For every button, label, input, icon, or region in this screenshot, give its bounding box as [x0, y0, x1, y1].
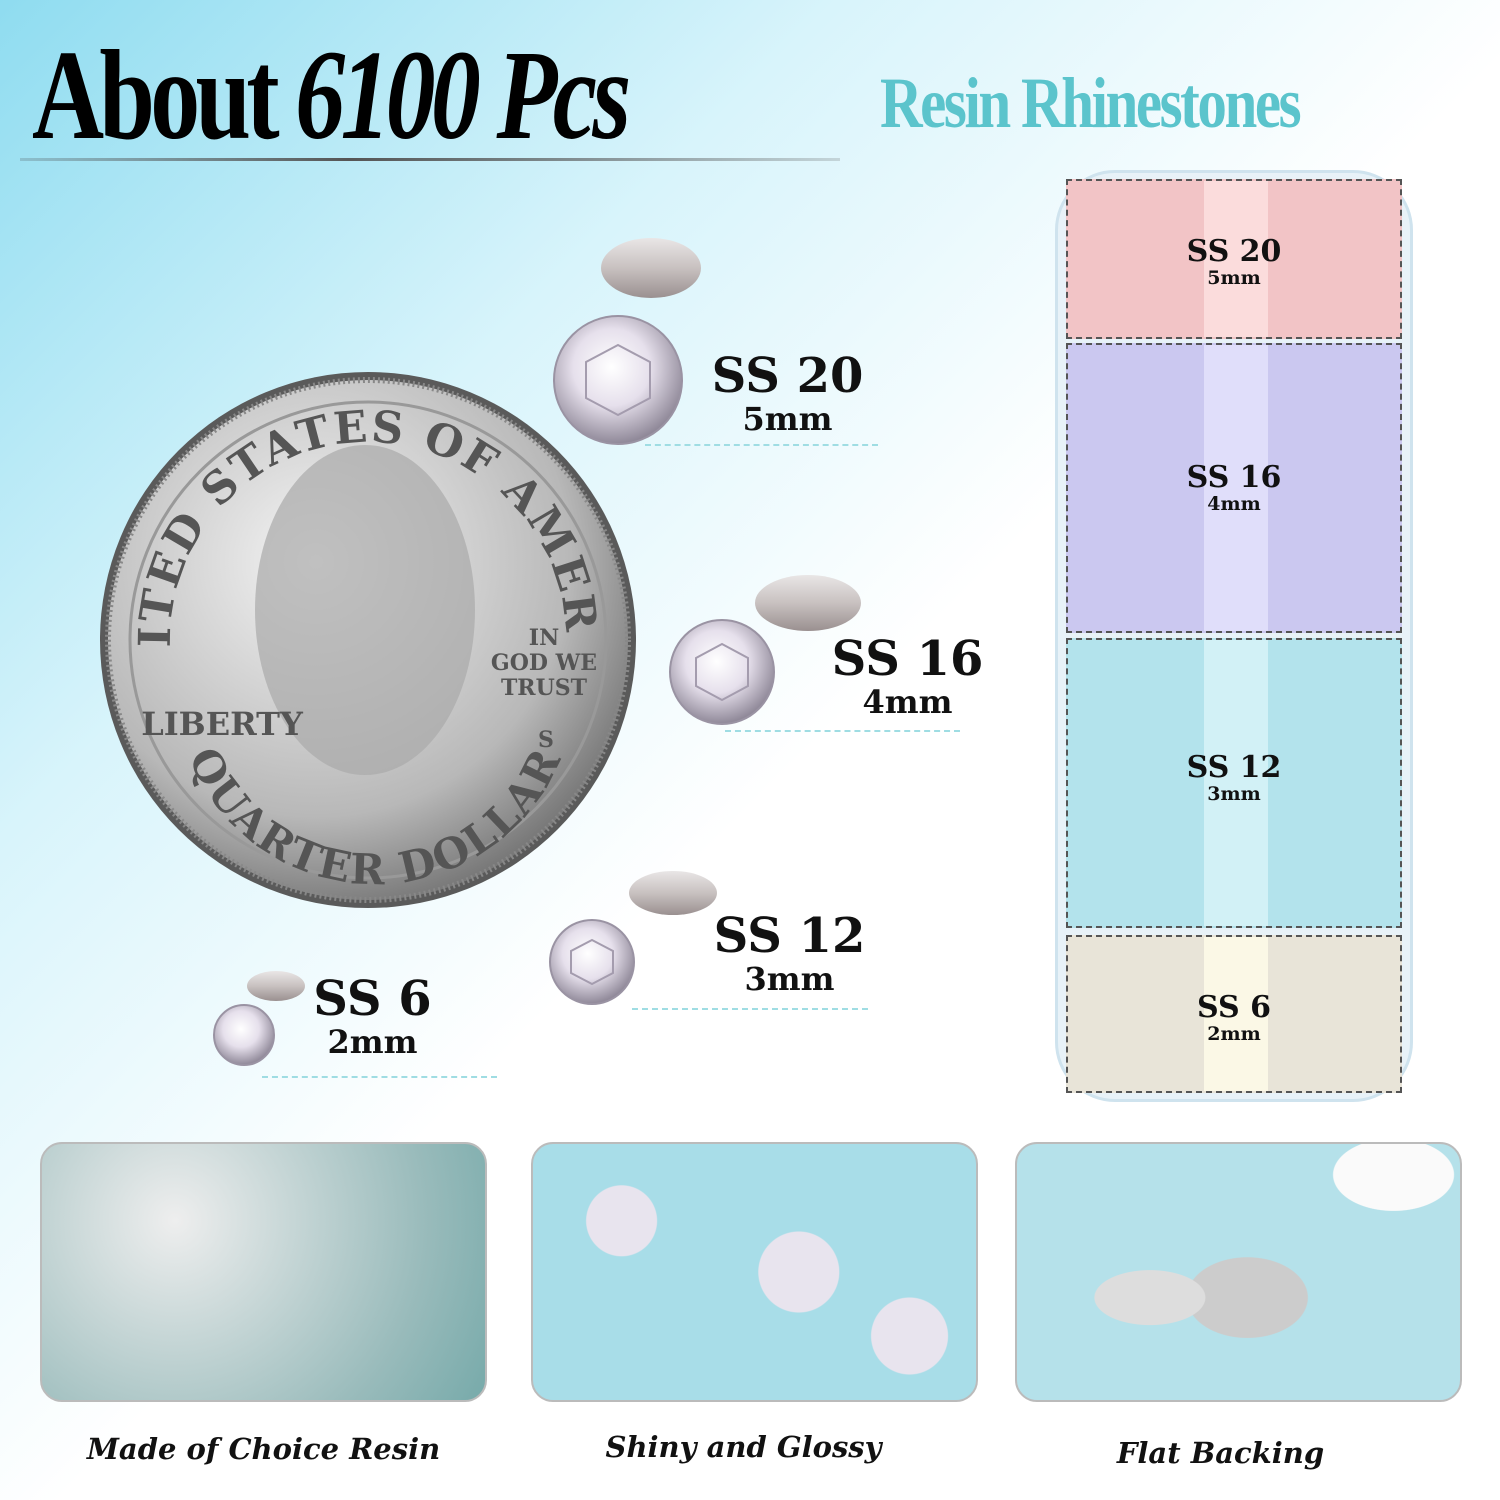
size-label-ss6: SS 6 2mm [313, 971, 432, 1061]
quarter-coin: UNITED STATES OF AMERICA QUARTER DOLLAR … [0, 0, 636, 908]
rhinestone-ss16 [669, 575, 861, 725]
compartment-label: SS 20 5mm [1186, 234, 1282, 289]
rhinestone-ss20 [553, 238, 701, 445]
storage-box: SS 20 5mm SS 16 4mm SS 12 3mm SS 6 2mm [1055, 170, 1413, 1102]
caption-flat-back: Flat Backing [1116, 1436, 1325, 1470]
compartment-label: SS 6 2mm [1197, 990, 1271, 1045]
page-title: About 6100 Pcs [32, 22, 631, 169]
compartment-label: SS 12 3mm [1186, 750, 1282, 805]
compartment-ss20: SS 20 5mm [1066, 179, 1402, 339]
svg-text:S: S [538, 727, 554, 753]
feature-image-resin [40, 1142, 487, 1402]
caption-resin: Made of Choice Resin [86, 1432, 441, 1466]
svg-text:IN: IN [529, 625, 559, 651]
title-count: 6100 Pcs [295, 24, 631, 166]
dashed-divider [632, 1008, 868, 1010]
size-label-ss12: SS 12 3mm [713, 908, 866, 998]
dashed-divider [262, 1076, 497, 1078]
dashed-divider [725, 730, 960, 732]
compartment-ss16: SS 16 4mm [1066, 343, 1402, 633]
dashed-divider [645, 444, 878, 446]
rhinestone-ss12 [549, 871, 717, 1005]
svg-text:TRUST: TRUST [501, 675, 588, 701]
title-prefix: About [32, 24, 280, 166]
compartment-label: SS 16 4mm [1186, 460, 1282, 515]
title-divider [20, 158, 840, 161]
compartment-ss12: SS 12 3mm [1066, 638, 1402, 928]
page-subtitle: Resin Rhinestones [880, 63, 1302, 143]
caption-glossy: Shiny and Glossy [605, 1430, 882, 1464]
size-label-ss20: SS 20 5mm [711, 348, 864, 438]
feature-image-glossy [531, 1142, 978, 1402]
svg-text:GOD WE: GOD WE [491, 650, 597, 676]
size-label-ss16: SS 16 4mm [831, 631, 984, 721]
rhinestone-ss6 [213, 971, 305, 1066]
feature-image-flat-back [1015, 1142, 1462, 1402]
compartment-ss6: SS 6 2mm [1066, 935, 1402, 1093]
svg-text:LIBERTY: LIBERTY [141, 705, 304, 743]
product-illustration: UNITED STATES OF AMERICA QUARTER DOLLAR … [0, 0, 861, 1066]
